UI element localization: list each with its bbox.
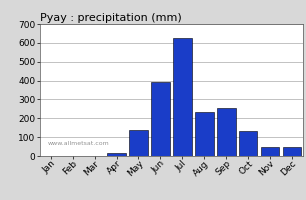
Bar bbox=[195, 112, 214, 156]
Text: Pyay : precipitation (mm): Pyay : precipitation (mm) bbox=[40, 13, 181, 23]
Bar bbox=[107, 153, 126, 156]
Text: www.allmetsat.com: www.allmetsat.com bbox=[48, 141, 110, 146]
Bar bbox=[217, 108, 236, 156]
Bar bbox=[261, 147, 279, 156]
Bar bbox=[173, 38, 192, 156]
Bar bbox=[151, 82, 170, 156]
Bar bbox=[129, 130, 148, 156]
Bar bbox=[283, 147, 301, 156]
Bar bbox=[239, 131, 257, 156]
